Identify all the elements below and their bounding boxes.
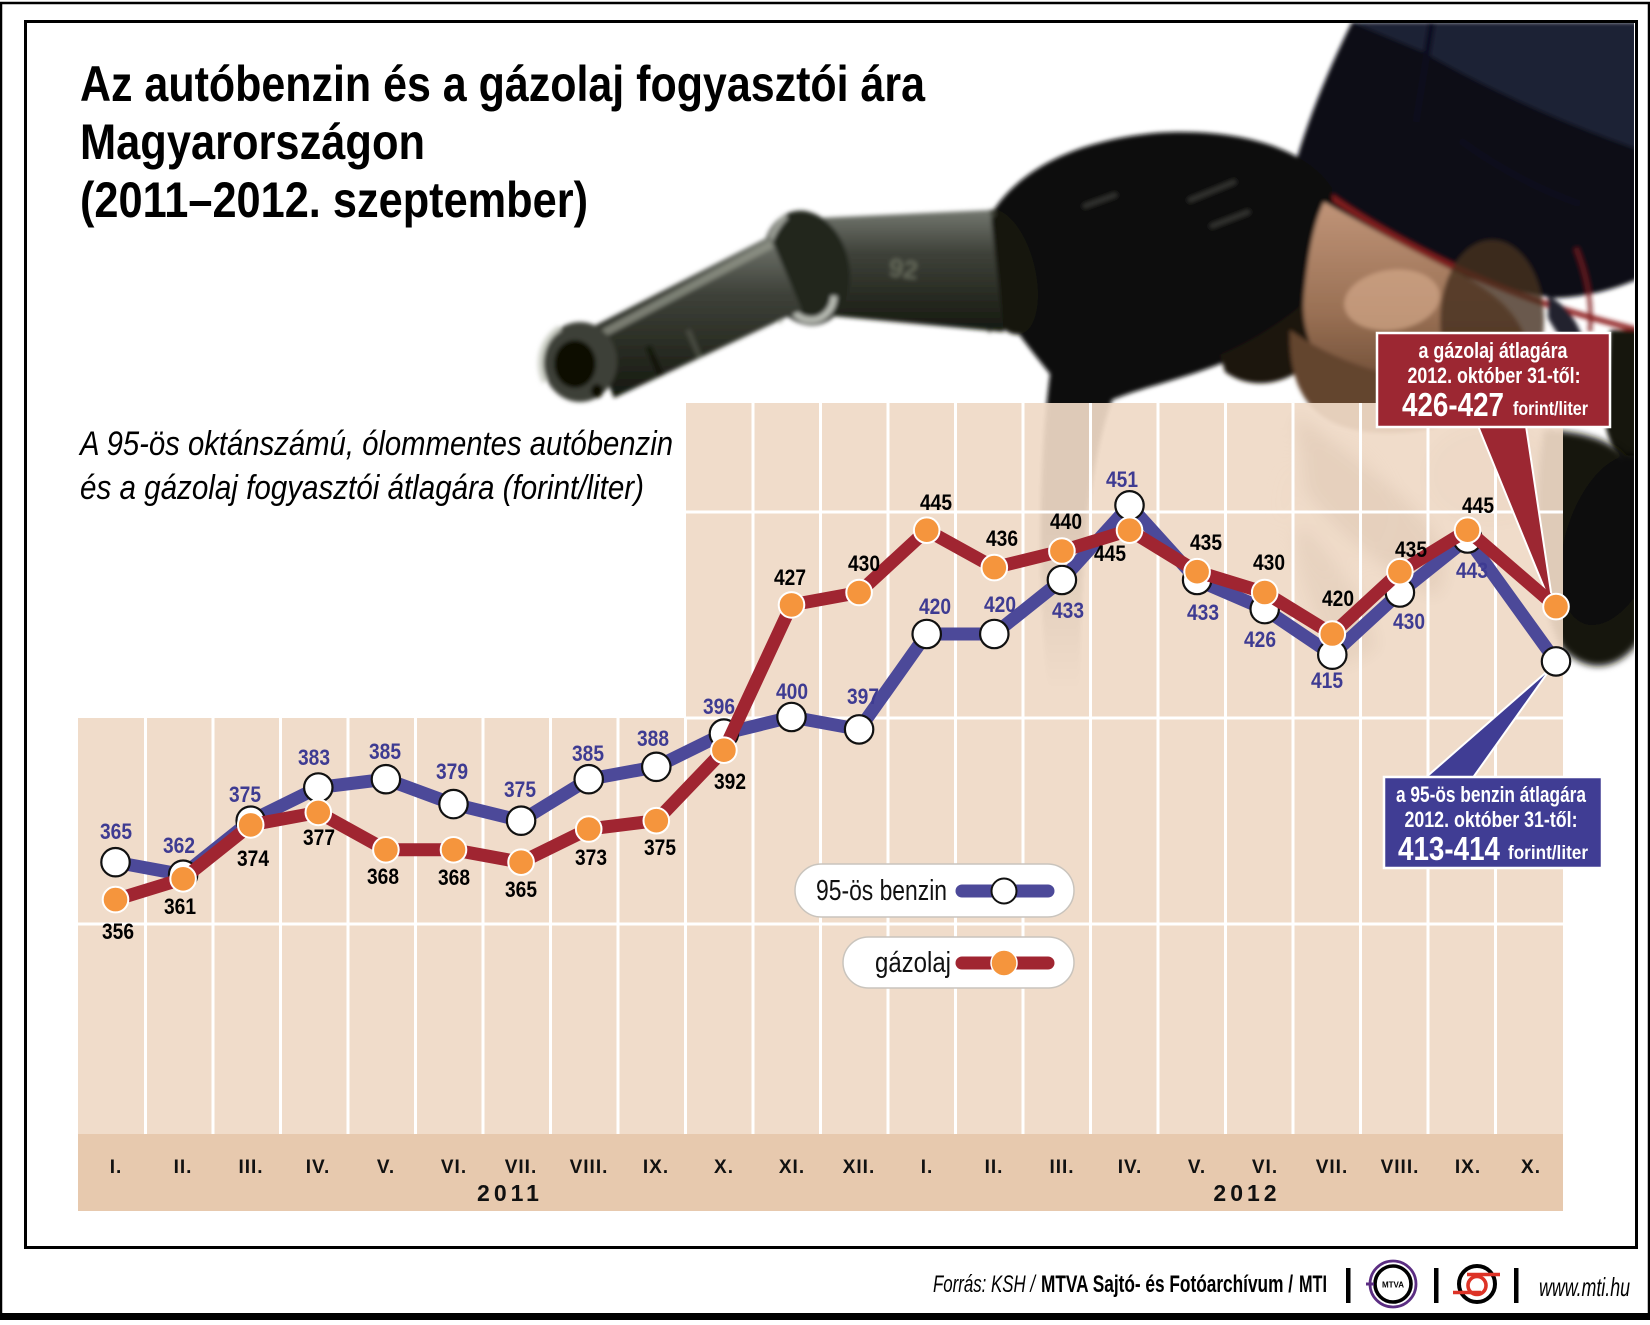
svg-text:IV.: IV. <box>306 1157 331 1178</box>
svg-text:375: 375 <box>229 782 261 807</box>
svg-text:373: 373 <box>575 845 607 870</box>
svg-text:XII.: XII. <box>843 1157 876 1178</box>
svg-text:Forrás: KSH /: Forrás: KSH / <box>933 1271 1037 1298</box>
svg-text:VIII.: VIII. <box>570 1157 609 1178</box>
svg-text:A 95-ös oktánszámú, ólommentes: A 95-ös oktánszámú, ólommentes autóbenzi… <box>78 425 673 463</box>
svg-text:2012. október 31-től:: 2012. október 31-től: <box>1405 807 1578 832</box>
svg-text:I.: I. <box>921 1157 934 1178</box>
svg-text:435: 435 <box>1395 537 1427 562</box>
svg-text:420: 420 <box>984 592 1016 617</box>
svg-text:IX.: IX. <box>643 1157 669 1178</box>
svg-text:379: 379 <box>436 759 468 784</box>
svg-text:III.: III. <box>238 1157 263 1178</box>
svg-text:(2011–2012. szeptember): (2011–2012. szeptember) <box>80 172 588 228</box>
svg-text:VIII.: VIII. <box>1381 1157 1420 1178</box>
svg-text:I.: I. <box>110 1157 123 1178</box>
svg-text:368: 368 <box>438 865 470 890</box>
svg-text:430: 430 <box>1253 550 1285 575</box>
svg-text:436: 436 <box>986 526 1018 551</box>
svg-text:426: 426 <box>1244 627 1276 652</box>
svg-text:397: 397 <box>847 684 879 709</box>
svg-text:362: 362 <box>163 833 195 858</box>
svg-text:IV.: IV. <box>1118 1157 1143 1178</box>
svg-text:Az autóbenzin és a gázolaj fog: Az autóbenzin és a gázolaj fogyasztói ár… <box>80 56 926 112</box>
svg-text:forint/liter: forint/liter <box>1513 399 1589 420</box>
svg-text:413-414: 413-414 <box>1398 830 1501 867</box>
svg-text:433: 433 <box>1187 600 1219 625</box>
svg-text:415: 415 <box>1311 668 1343 693</box>
svg-text:V.: V. <box>377 1157 395 1178</box>
svg-text:368: 368 <box>367 864 399 889</box>
svg-text:356: 356 <box>102 919 134 944</box>
svg-text:www.mti.hu: www.mti.hu <box>1539 1272 1630 1302</box>
svg-text:430: 430 <box>848 551 880 576</box>
svg-text:365: 365 <box>100 819 132 844</box>
svg-text:445: 445 <box>920 490 952 515</box>
svg-text:VII.: VII. <box>505 1157 538 1178</box>
svg-text:VI.: VI. <box>441 1157 467 1178</box>
svg-text:435: 435 <box>1190 530 1222 555</box>
svg-text:IX.: IX. <box>1455 1157 1481 1178</box>
svg-text:400: 400 <box>776 679 808 704</box>
svg-text:392: 392 <box>714 769 746 794</box>
svg-text:X.: X. <box>714 1157 734 1178</box>
svg-text:445: 445 <box>1462 493 1494 518</box>
svg-text:II.: II. <box>174 1157 193 1178</box>
svg-text:396: 396 <box>703 694 735 719</box>
svg-text:II.: II. <box>985 1157 1004 1178</box>
svg-text:2011: 2011 <box>477 1180 543 1206</box>
svg-text:365: 365 <box>505 877 537 902</box>
svg-text:374: 374 <box>237 846 270 871</box>
svg-text:427: 427 <box>774 565 806 590</box>
svg-text:388: 388 <box>637 726 669 751</box>
svg-text:MTVA Sajtó- és Fotóarchívum /: MTVA Sajtó- és Fotóarchívum / <box>1041 1271 1293 1298</box>
svg-text:VI.: VI. <box>1252 1157 1278 1178</box>
svg-text:95-ös benzin: 95-ös benzin <box>816 875 947 907</box>
svg-text:a 95-ös benzin átlagára: a 95-ös benzin átlagára <box>1396 782 1587 807</box>
svg-text:426-427: 426-427 <box>1402 386 1504 423</box>
svg-text:430: 430 <box>1393 609 1425 634</box>
svg-text:és a gázolaj fogyasztói átlagá: és a gázolaj fogyasztói átlagára (forint… <box>80 469 644 507</box>
svg-text:420: 420 <box>1322 586 1354 611</box>
svg-text:V.: V. <box>1188 1157 1206 1178</box>
svg-text:420: 420 <box>919 594 951 619</box>
svg-text:forint/liter: forint/liter <box>1508 843 1589 864</box>
svg-text:451: 451 <box>1106 467 1138 492</box>
svg-text:383: 383 <box>298 745 330 770</box>
svg-text:385: 385 <box>572 741 604 766</box>
svg-text:gázolaj: gázolaj <box>875 947 951 979</box>
svg-text:2012: 2012 <box>1213 1180 1280 1206</box>
svg-text:X.: X. <box>1521 1157 1541 1178</box>
svg-text:92: 92 <box>887 252 919 285</box>
svg-text:377: 377 <box>303 825 335 850</box>
svg-text:445: 445 <box>1094 541 1126 566</box>
svg-text:MTVA: MTVA <box>1382 1281 1404 1290</box>
svg-text:375: 375 <box>644 835 676 860</box>
svg-text:443: 443 <box>1456 558 1488 583</box>
svg-text:III.: III. <box>1049 1157 1074 1178</box>
svg-text:Magyarországon: Magyarországon <box>80 114 425 170</box>
svg-text:361: 361 <box>164 894 196 919</box>
svg-text:433: 433 <box>1052 598 1084 623</box>
svg-text:VII.: VII. <box>1316 1157 1349 1178</box>
svg-text:440: 440 <box>1050 509 1082 534</box>
svg-text:XI.: XI. <box>779 1157 805 1178</box>
svg-text:a gázolaj átlagára: a gázolaj átlagára <box>1419 338 1569 363</box>
svg-text:385: 385 <box>369 739 401 764</box>
svg-text:2012. október 31-től:: 2012. október 31-től: <box>1408 363 1581 388</box>
svg-text:375: 375 <box>504 777 536 802</box>
svg-text:MTI: MTI <box>1299 1271 1327 1298</box>
